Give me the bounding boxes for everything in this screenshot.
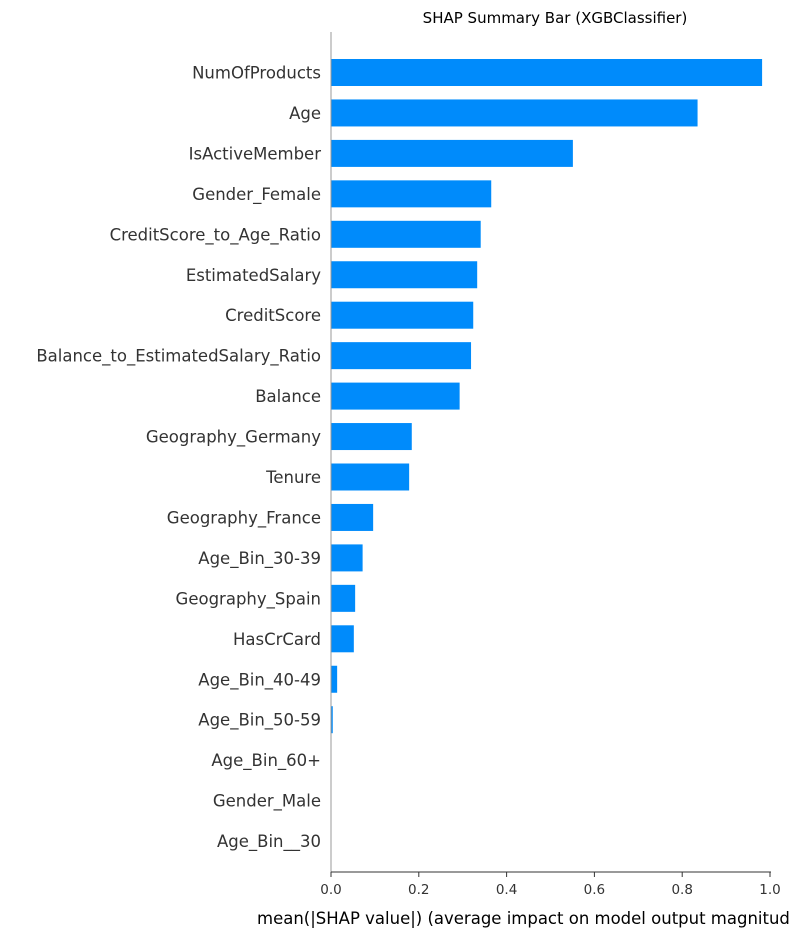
x-tick-label: 0.6 xyxy=(584,882,605,898)
bar-age-bin-30-39 xyxy=(331,544,363,572)
bar-tenure xyxy=(331,463,410,491)
feature-label: Gender_Female xyxy=(192,185,321,205)
feature-label: Age_Bin_60+ xyxy=(211,751,321,771)
feature-label: Age xyxy=(289,104,321,123)
bar-geography-germany xyxy=(331,423,412,451)
feature-label: Gender_Male xyxy=(213,792,321,812)
bar-gender-female xyxy=(331,180,492,208)
feature-label: Geography_France xyxy=(167,508,321,528)
chart-title: SHAP Summary Bar (XGBClassifier) xyxy=(423,9,688,27)
bar-balance-to-estimatedsalary-ratio xyxy=(331,342,472,370)
feature-label: Balance_to_EstimatedSalary_Ratio xyxy=(36,347,321,367)
bar-age-bin-40-49 xyxy=(331,665,338,693)
feature-labels-layer: NumOfProducts Age IsActiveMember Gender_Fem… xyxy=(36,64,321,853)
x-tick-label: 0.8 xyxy=(671,882,692,898)
bar-age xyxy=(331,99,698,127)
x-tick-label: 1.0 xyxy=(759,882,780,898)
x-ticks-layer: 0.0 0.2 0.4 0.6 0.8 1.0 xyxy=(320,872,781,898)
bar-numofproducts xyxy=(331,59,763,86)
feature-label: Balance xyxy=(255,387,321,406)
feature-label: HasCrCard xyxy=(233,630,321,649)
feature-label: IsActiveMember xyxy=(189,144,322,163)
x-tick-label: 0.4 xyxy=(496,882,517,898)
feature-label: Geography_Spain xyxy=(176,589,321,609)
feature-label: Tenure xyxy=(265,468,321,487)
feature-label: CreditScore_to_Age_Ratio xyxy=(110,225,321,245)
feature-label: CreditScore xyxy=(225,306,321,325)
x-tick-label: 0.0 xyxy=(320,882,341,898)
feature-label: Age_Bin__30 xyxy=(217,832,321,852)
bar-creditscore xyxy=(331,301,474,329)
bar-geography-spain xyxy=(331,584,356,612)
x-tick-label: 0.2 xyxy=(408,882,429,898)
feature-label: NumOfProducts xyxy=(192,64,321,83)
feature-label: EstimatedSalary xyxy=(186,266,321,285)
bar-balance xyxy=(331,382,460,410)
x-axis-label: mean(|SHAP value|) (average impact on mo… xyxy=(257,909,789,928)
bar-hascrcard xyxy=(331,625,354,653)
feature-label: Geography_Germany xyxy=(146,428,321,448)
bar-estimatedsalary xyxy=(331,261,478,289)
feature-label: Age_Bin_40-49 xyxy=(198,670,321,690)
bar-geography-france xyxy=(331,503,374,531)
bar-age-bin-50-59 xyxy=(331,706,333,734)
bars-layer xyxy=(331,59,763,734)
feature-label: Age_Bin_30-39 xyxy=(198,549,321,569)
bar-creditscore-to-age-ratio xyxy=(331,220,481,248)
feature-label: Age_Bin_50-59 xyxy=(198,711,321,731)
bar-isactivemember xyxy=(331,139,573,167)
